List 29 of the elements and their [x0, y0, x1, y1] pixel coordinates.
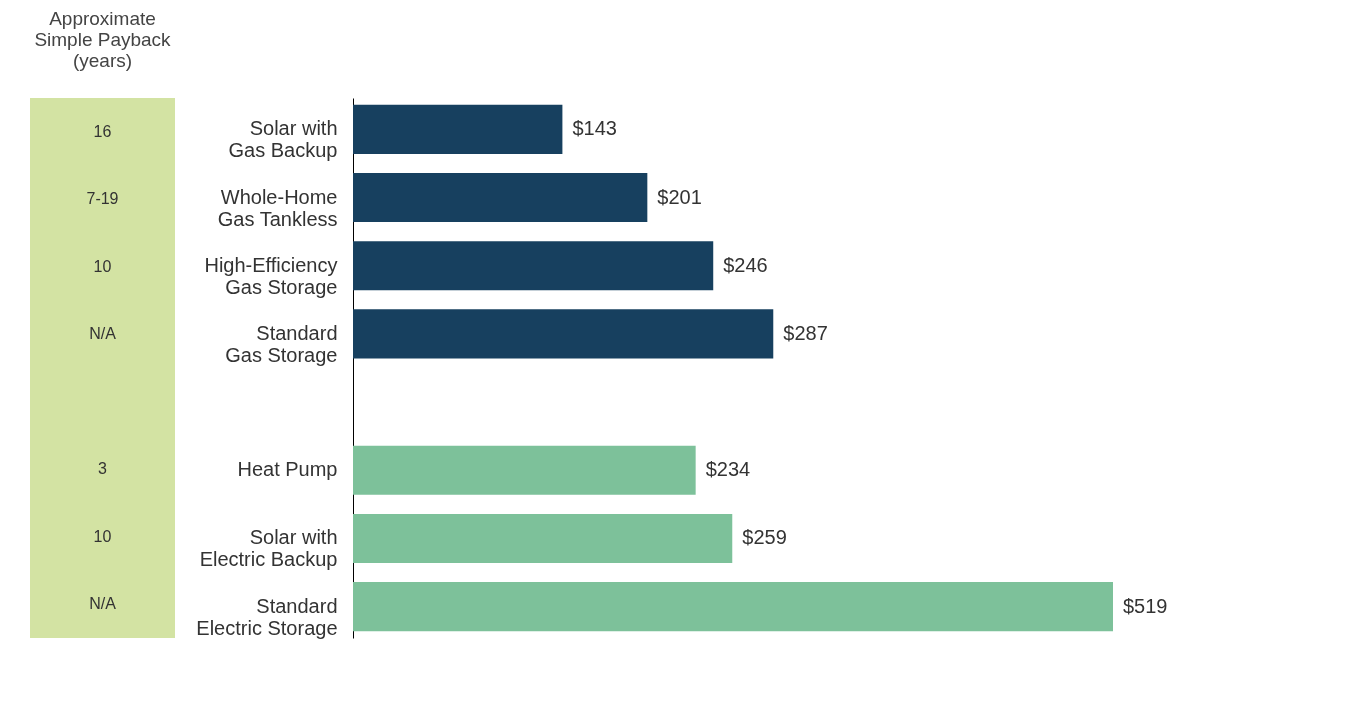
text: 16 [93, 122, 112, 140]
data-label: $246 [723, 253, 768, 276]
bar [353, 582, 1113, 632]
bar [353, 104, 563, 154]
bar [353, 445, 696, 495]
data-label: $287 [783, 321, 828, 344]
y-tick-label: Standard Electric Storage [196, 594, 338, 639]
data-label: $201 [657, 185, 702, 208]
y-tick-label: Heat Pump [237, 458, 338, 481]
data-label: $259 [742, 526, 787, 549]
bar [353, 241, 714, 291]
data-label: $519 [1123, 594, 1168, 617]
y-tick-label: Standard Gas Storage [225, 321, 338, 366]
text: Approximate Simple Payback (years) [34, 8, 172, 71]
text: N/A [89, 595, 117, 613]
bar [353, 513, 733, 563]
text: 3 [98, 460, 108, 478]
text: N/A [89, 325, 117, 343]
data-label: $143 [572, 117, 617, 140]
y-tick-label: Solar with Electric Backup [199, 526, 338, 571]
y-tick-label: High-Efficiency Gas Storage [204, 253, 338, 298]
y-tick-label: Whole-Home Gas Tankless [217, 185, 338, 230]
text: 7-19 [86, 190, 119, 208]
text: 10 [93, 527, 112, 545]
text: 10 [93, 257, 112, 275]
y-tick-label: Solar with Gas Backup [228, 117, 338, 162]
bar [353, 309, 774, 359]
bar [353, 173, 648, 223]
data-label: $234 [705, 458, 751, 481]
